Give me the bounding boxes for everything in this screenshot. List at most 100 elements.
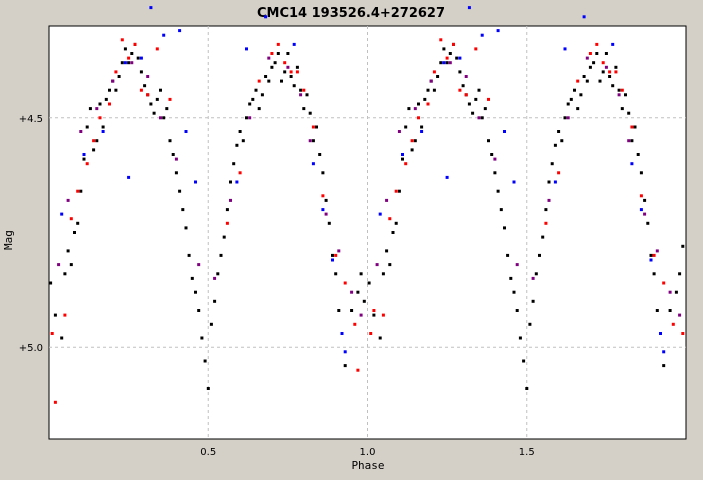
data-point-black — [280, 79, 283, 83]
data-point-purple — [655, 249, 659, 253]
data-point-black — [617, 88, 621, 92]
data-point-black — [194, 290, 197, 294]
data-point-black — [241, 139, 245, 143]
data-point-purple — [159, 116, 162, 120]
data-point-red — [146, 93, 150, 97]
data-point-red — [127, 56, 131, 60]
data-point-blue — [467, 6, 471, 10]
data-point-blue — [162, 33, 166, 37]
data-point-purple — [350, 290, 354, 294]
data-point-red — [69, 217, 73, 221]
data-point-red — [311, 125, 315, 129]
data-point-black — [178, 189, 182, 193]
data-point-black — [184, 226, 188, 230]
data-point-black — [69, 263, 73, 267]
data-point-black — [588, 65, 592, 69]
data-point-black — [168, 139, 172, 143]
data-point-black — [547, 180, 551, 184]
data-point-purple — [493, 157, 497, 161]
data-point-black — [73, 231, 76, 234]
data-point-black — [273, 61, 277, 65]
data-point-black — [413, 139, 417, 143]
data-point-black — [254, 88, 258, 92]
data-point-black — [155, 97, 159, 101]
data-point-black — [127, 61, 131, 65]
data-point-black — [139, 70, 143, 74]
data-point-blue — [639, 208, 643, 212]
data-point-black — [362, 299, 366, 303]
data-point-red — [439, 38, 443, 42]
data-point-black — [579, 93, 583, 97]
data-point-red — [588, 52, 592, 55]
data-point-black — [585, 79, 589, 83]
data-point-black — [448, 52, 452, 55]
data-point-red — [394, 189, 398, 193]
data-point-black — [311, 139, 315, 143]
data-point-black — [66, 249, 70, 253]
data-point-black — [92, 148, 96, 152]
data-point-black — [95, 139, 99, 143]
data-point-blue — [445, 175, 449, 179]
y-axis-label: Mag — [2, 230, 15, 250]
data-point-blue — [194, 180, 197, 184]
data-point-blue — [311, 162, 315, 166]
data-point-purple — [197, 263, 201, 267]
data-point-red — [321, 194, 325, 198]
data-point-black — [525, 387, 529, 390]
data-point-black — [286, 52, 290, 55]
data-point-black — [385, 249, 389, 253]
data-point-black — [76, 221, 80, 225]
data-point-black — [512, 290, 516, 294]
data-point-black — [467, 102, 471, 106]
data-point-purple — [66, 198, 70, 202]
data-point-black — [461, 84, 465, 88]
data-point-black — [518, 336, 522, 340]
data-point-red — [608, 70, 612, 74]
data-point-purple — [229, 198, 232, 202]
data-point-purple — [385, 198, 389, 202]
data-point-purple — [375, 263, 379, 267]
data-point-black — [531, 299, 535, 303]
data-point-black — [359, 272, 363, 276]
data-point-black — [245, 116, 248, 120]
data-point-black — [401, 157, 404, 161]
data-point-black — [423, 97, 427, 101]
data-point-black — [541, 235, 545, 239]
data-point-red — [353, 322, 357, 326]
data-point-black — [563, 116, 567, 120]
data-point-purple — [95, 107, 99, 111]
data-point-purple — [267, 56, 271, 60]
data-point-black — [219, 253, 223, 257]
data-point-blue — [123, 61, 127, 65]
data-point-black — [171, 153, 175, 156]
data-point-black — [159, 88, 162, 92]
data-point-black — [569, 97, 573, 101]
data-point-purple — [448, 61, 452, 65]
data-point-black — [455, 56, 459, 60]
data-point-black — [639, 171, 643, 175]
data-point-red — [544, 221, 548, 225]
data-point-blue — [139, 56, 143, 60]
data-point-black — [674, 290, 678, 294]
data-point-black — [483, 107, 487, 111]
data-point-blue — [630, 162, 634, 166]
data-point-black — [117, 75, 121, 78]
data-point-black — [334, 272, 338, 276]
data-point-red — [652, 253, 656, 257]
data-point-purple — [627, 139, 631, 143]
data-point-black — [260, 93, 264, 97]
data-point-purple — [413, 107, 417, 111]
data-point-black — [308, 111, 312, 115]
data-point-black — [225, 208, 229, 212]
data-point-purple — [531, 276, 535, 280]
data-point-black — [165, 107, 169, 111]
data-point-black — [299, 88, 303, 92]
data-point-black — [378, 336, 382, 340]
data-point-purple — [429, 79, 433, 83]
data-point-black — [391, 231, 395, 234]
data-point-purple — [57, 263, 61, 267]
data-point-black — [295, 65, 299, 69]
data-point-blue — [649, 258, 653, 262]
data-point-red — [114, 70, 118, 74]
